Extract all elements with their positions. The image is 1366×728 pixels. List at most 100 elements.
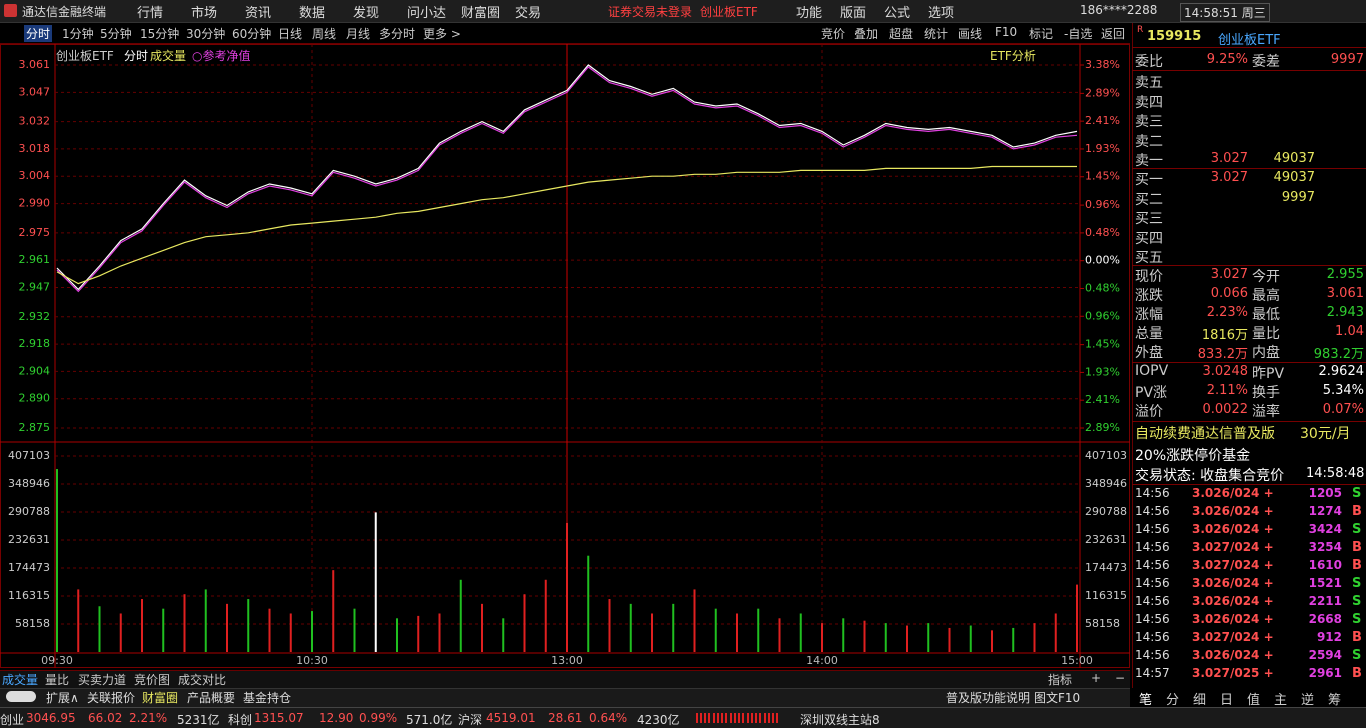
trade-side: B	[1352, 630, 1362, 645]
row-value: 0.07%	[1322, 402, 1364, 417]
menu-item[interactable]: 交易	[515, 6, 542, 21]
menu-item[interactable]: 问小达	[407, 6, 447, 21]
menu-item[interactable]: 版面	[840, 6, 867, 21]
tool-button[interactable]: 统计	[924, 27, 949, 41]
menu-item[interactable]: 资讯	[245, 6, 272, 21]
period-tab[interactable]: 15分钟	[140, 27, 180, 41]
detail-tab[interactable]: 主	[1274, 693, 1288, 708]
detail-tab[interactable]: 笔	[1139, 693, 1153, 708]
link-tab[interactable]: 产品概要	[187, 691, 236, 705]
menu-item[interactable]: 发现	[353, 6, 380, 21]
menu-item[interactable]: 数据	[299, 6, 326, 21]
volume-bar	[353, 608, 356, 652]
indicator-button[interactable]: 指标	[1048, 673, 1073, 687]
level-label: 买五	[1135, 250, 1163, 266]
level-label: 卖二	[1135, 133, 1163, 150]
x-tick-label: 14:00	[806, 654, 838, 667]
link-tab[interactable]: 财富圈	[142, 691, 179, 705]
trade-volume: 3424	[1308, 522, 1342, 536]
indicator-tab[interactable]: 成交对比	[178, 673, 227, 687]
tool-button[interactable]: 画线	[958, 27, 983, 41]
menu-item[interactable]: 公式	[884, 6, 911, 21]
trade-price: 3.026/024 +	[1192, 486, 1274, 500]
period-tab[interactable]: 周线	[312, 27, 337, 41]
chart-area: 2.875 2.890 2.904 2.918 2.932 2.947 2.961 2.975…	[0, 44, 1130, 668]
menu-item[interactable]: 功能	[796, 6, 823, 21]
menu-item[interactable]: 行情	[137, 6, 164, 21]
ad-price[interactable]: 30元/月	[1300, 426, 1351, 442]
volume-bar	[672, 603, 675, 652]
indicator-tab[interactable]: 成交量	[2, 673, 39, 687]
detail-tab[interactable]: 逆	[1301, 693, 1315, 708]
status-item: 科创	[228, 713, 253, 727]
fund-notice[interactable]: 创业板ETF	[700, 5, 758, 19]
period-tab[interactable]: 日线	[278, 27, 303, 41]
tool-button[interactable]: 标记	[1029, 27, 1054, 41]
login-notice[interactable]: 证券交易未登录	[608, 5, 693, 19]
period-tab[interactable]: 多分时	[379, 27, 416, 41]
row-label: 最高	[1252, 288, 1280, 304]
status-item: 66.02	[88, 711, 123, 725]
detail-tab[interactable]: 细	[1193, 693, 1207, 708]
indicator-button[interactable]: −	[1115, 671, 1126, 685]
y-tick-label: 116315	[8, 589, 50, 602]
trade-price: 3.027/024 +	[1192, 630, 1274, 644]
sep	[1132, 265, 1366, 266]
indicator-tab[interactable]: 竞价图	[134, 673, 171, 687]
menu-item[interactable]: 财富圈	[461, 6, 501, 21]
menu-item[interactable]: 市场	[191, 6, 218, 21]
tool-button[interactable]: 叠加	[854, 27, 879, 41]
period-tab[interactable]: 分时	[24, 25, 53, 42]
y-tick-label: 58158	[15, 617, 50, 630]
detail-tab[interactable]: 分	[1166, 693, 1180, 708]
menu-item[interactable]: 选项	[928, 6, 955, 21]
volume-bar	[268, 608, 271, 652]
trade-side: S	[1352, 594, 1362, 609]
detail-tab[interactable]: 日	[1220, 693, 1234, 708]
row-label: 委比	[1135, 54, 1163, 70]
row-label: 量比	[1252, 326, 1280, 342]
level-label: 买二	[1135, 191, 1163, 208]
volume-bar	[162, 608, 165, 652]
level-price: 3.027	[1210, 151, 1248, 166]
period-tab[interactable]: 月线	[346, 27, 371, 41]
period-tab[interactable]: 1分钟	[62, 27, 94, 41]
row-value: 1.04	[1335, 324, 1364, 339]
y-tick-label: 2.975	[19, 226, 51, 239]
indicator-tab[interactable]: 买卖力道	[78, 673, 127, 687]
trade-volume: 912	[1316, 630, 1342, 644]
etf-button[interactable]: ETF分析	[990, 49, 1036, 63]
link-tab[interactable]: 关联报价	[87, 691, 136, 705]
period-tab[interactable]: 5分钟	[100, 27, 132, 41]
volume-bar	[459, 579, 462, 652]
tool-button[interactable]: 竞价	[821, 27, 846, 41]
volume-bar	[289, 613, 292, 652]
row-label: 内盘	[1252, 345, 1280, 361]
status-signal	[713, 713, 727, 723]
price-line	[56, 64, 1078, 291]
status-item: 创业	[0, 713, 25, 727]
indicator-button[interactable]: +	[1091, 671, 1102, 685]
link-right[interactable]: 图文F10	[1034, 691, 1081, 705]
trade-side: S	[1352, 522, 1362, 537]
y2-tick-label: 2.89%	[1085, 421, 1120, 434]
link-tab[interactable]: 基金持仓	[243, 691, 292, 705]
detail-tab[interactable]: 值	[1247, 693, 1261, 708]
tool-button[interactable]: 超盘	[889, 27, 914, 41]
tool-button[interactable]: F10	[995, 25, 1018, 39]
period-tab[interactable]: 30分钟	[186, 27, 226, 41]
detail-tab[interactable]: 筹	[1328, 693, 1342, 708]
row-value: 1816万	[1201, 328, 1248, 343]
link-right[interactable]: 普及版功能说明	[946, 691, 1031, 705]
tool-button[interactable]: -自选	[1064, 27, 1093, 41]
period-tab[interactable]: 60分钟	[232, 27, 272, 41]
period-tab[interactable]: 更多 >	[423, 27, 461, 41]
link-tab[interactable]: 扩展∧	[46, 691, 79, 705]
row-label: 总量	[1135, 326, 1163, 342]
status-signal	[730, 713, 744, 723]
indicator-tab[interactable]: 量比	[45, 673, 70, 687]
ad[interactable]: 自动续费通达信普及版	[1135, 426, 1275, 442]
status-item: 1315.07	[254, 711, 304, 725]
trade-volume: 1521	[1308, 576, 1342, 590]
tool-button[interactable]: 返回	[1101, 27, 1126, 41]
